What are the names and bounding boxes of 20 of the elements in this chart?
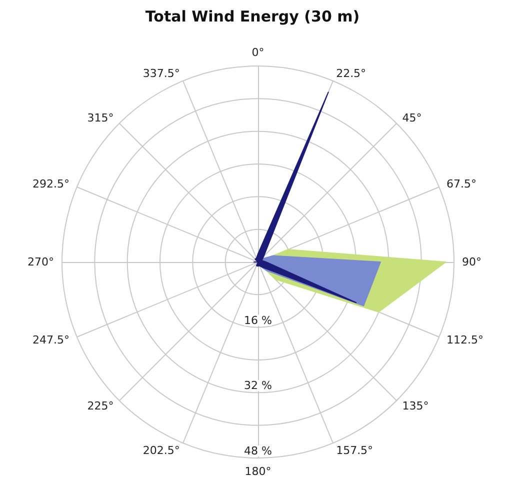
spoke-label: 157.5° xyxy=(336,444,374,457)
spoke-label: 270° xyxy=(28,256,54,268)
chart-title: Total Wind Energy (30 m) xyxy=(145,8,360,26)
y-tick-label: 32 % xyxy=(244,379,272,392)
spoke-label: 135° xyxy=(402,400,429,413)
spoke-label: 247.5° xyxy=(32,334,70,347)
spoke-label: 180° xyxy=(244,465,272,478)
spoke-label: 315° xyxy=(87,111,114,124)
spoke-label: 22.5° xyxy=(336,67,366,80)
spoke-label: 225° xyxy=(87,400,114,413)
spoke-label: 0° xyxy=(252,46,264,59)
y-tick-label: 16 % xyxy=(244,314,272,327)
spoke-label: 67.5° xyxy=(446,177,476,190)
spoke-label: 90° xyxy=(462,256,482,268)
y-tick-label: 48 % xyxy=(244,444,272,458)
spoke-label: 202.5° xyxy=(142,444,180,457)
spoke-label: 45° xyxy=(402,111,422,124)
spoke-label: 112.5° xyxy=(446,334,484,347)
spoke-label: 337.5° xyxy=(142,67,180,80)
spoke-label: 292.5° xyxy=(32,177,70,190)
